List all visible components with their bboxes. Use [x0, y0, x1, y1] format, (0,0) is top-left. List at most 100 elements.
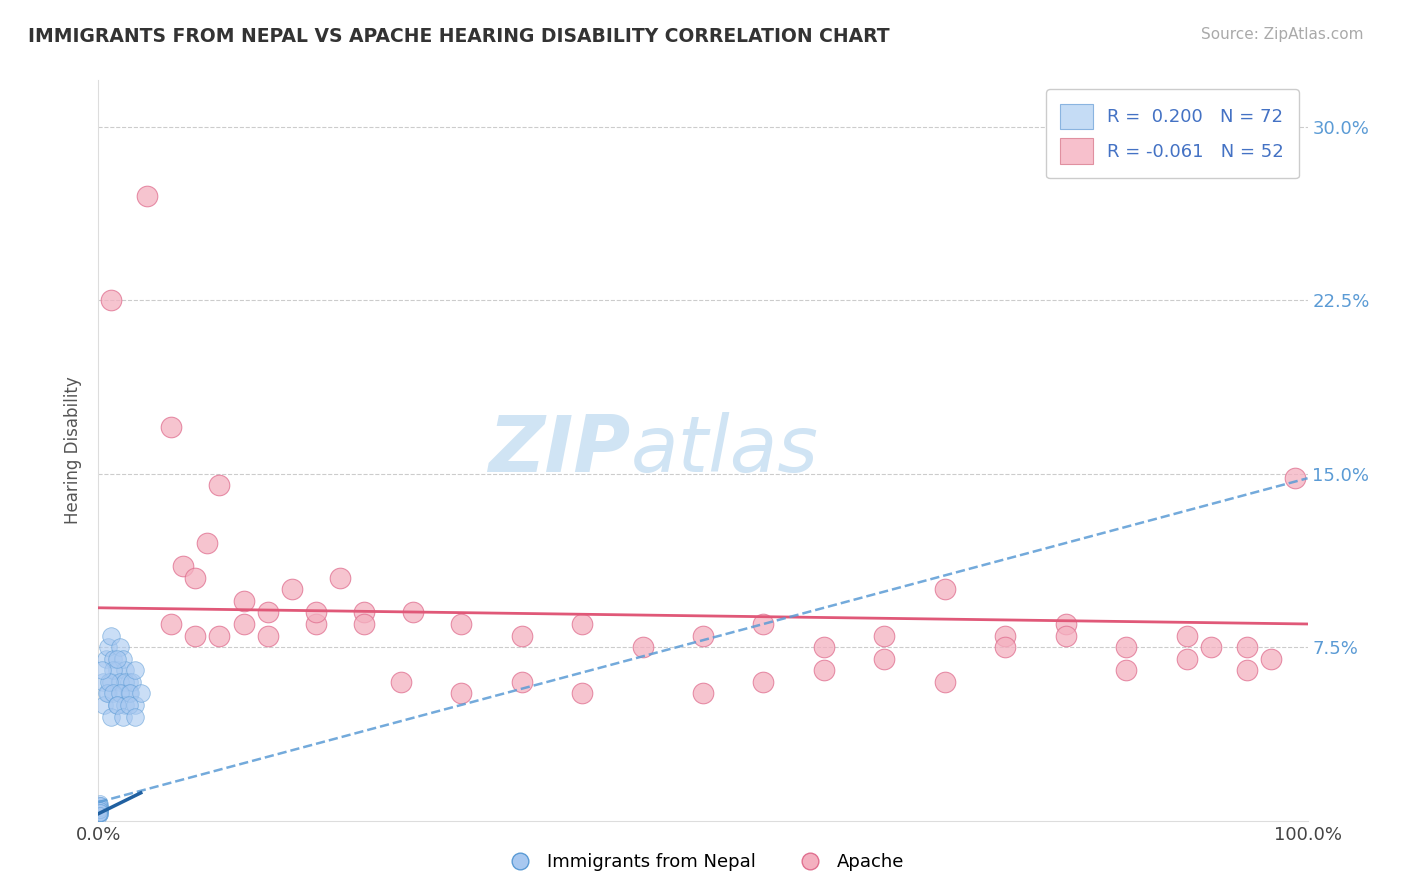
- Point: [118, 698, 141, 712]
- Point: [873, 651, 896, 665]
- Point: [91, 663, 114, 677]
- Point: [232, 617, 254, 632]
- Text: Source: ZipAtlas.com: Source: ZipAtlas.com: [1201, 27, 1364, 42]
- Point: [129, 686, 152, 700]
- Point: [118, 686, 141, 700]
- Point: [934, 582, 956, 597]
- Point: [389, 674, 412, 689]
- Point: [100, 709, 122, 723]
- Point: [108, 674, 131, 689]
- Legend: R =  0.200   N = 72, R = -0.061   N = 52: R = 0.200 N = 72, R = -0.061 N = 52: [1046, 89, 1299, 178]
- Point: [813, 640, 835, 654]
- Point: [90, 805, 112, 819]
- Point: [89, 799, 111, 814]
- Point: [329, 571, 352, 585]
- Point: [89, 805, 111, 819]
- Point: [256, 628, 278, 642]
- Point: [510, 628, 533, 642]
- Point: [89, 795, 111, 809]
- Point: [91, 674, 114, 689]
- Point: [89, 802, 111, 816]
- Point: [873, 628, 896, 642]
- Point: [100, 293, 122, 307]
- Text: ZIP: ZIP: [488, 412, 630, 489]
- Point: [1115, 663, 1137, 677]
- Point: [105, 663, 128, 677]
- Point: [1054, 628, 1077, 642]
- Text: atlas: atlas: [630, 412, 818, 489]
- Point: [1175, 628, 1198, 642]
- Point: [89, 797, 111, 812]
- Point: [1115, 640, 1137, 654]
- Point: [105, 651, 128, 665]
- Point: [208, 628, 231, 642]
- Point: [114, 663, 136, 677]
- Point: [89, 809, 111, 823]
- Point: [510, 674, 533, 689]
- Point: [111, 709, 134, 723]
- Point: [1236, 663, 1258, 677]
- Point: [184, 628, 207, 642]
- Point: [631, 640, 654, 654]
- Point: [108, 686, 131, 700]
- Point: [208, 478, 231, 492]
- Point: [195, 536, 218, 550]
- Point: [98, 674, 121, 689]
- Point: [93, 698, 115, 712]
- Point: [90, 805, 112, 819]
- Point: [90, 802, 112, 816]
- Y-axis label: Hearing Disability: Hearing Disability: [65, 376, 83, 524]
- Point: [89, 806, 111, 821]
- Point: [100, 628, 122, 642]
- Point: [89, 805, 111, 819]
- Point: [100, 674, 122, 689]
- Text: IMMIGRANTS FROM NEPAL VS APACHE HEARING DISABILITY CORRELATION CHART: IMMIGRANTS FROM NEPAL VS APACHE HEARING …: [28, 27, 890, 45]
- Point: [172, 559, 194, 574]
- Point: [994, 640, 1017, 654]
- Point: [256, 606, 278, 620]
- Point: [305, 606, 328, 620]
- Point: [101, 663, 124, 677]
- Point: [1236, 640, 1258, 654]
- Point: [90, 799, 112, 814]
- Point: [752, 674, 775, 689]
- Point: [90, 802, 112, 816]
- Point: [124, 663, 146, 677]
- Point: [90, 806, 112, 821]
- Point: [89, 802, 111, 816]
- Point: [752, 617, 775, 632]
- Point: [94, 651, 117, 665]
- Point: [89, 805, 111, 819]
- Point: [232, 594, 254, 608]
- Point: [1199, 640, 1222, 654]
- Point: [994, 628, 1017, 642]
- Point: [108, 640, 131, 654]
- Point: [118, 686, 141, 700]
- Point: [934, 674, 956, 689]
- Point: [305, 617, 328, 632]
- Point: [89, 805, 111, 819]
- Point: [89, 805, 111, 819]
- Point: [89, 802, 111, 816]
- Point: [160, 617, 183, 632]
- Point: [281, 582, 304, 597]
- Point: [90, 805, 112, 819]
- Point: [114, 674, 136, 689]
- Point: [111, 686, 134, 700]
- Point: [89, 799, 111, 814]
- Point: [89, 805, 111, 819]
- Point: [402, 606, 425, 620]
- Point: [160, 420, 183, 434]
- Point: [90, 799, 112, 814]
- Point: [571, 617, 593, 632]
- Point: [124, 709, 146, 723]
- Point: [450, 617, 472, 632]
- Point: [353, 606, 375, 620]
- Point: [90, 806, 112, 821]
- Point: [90, 802, 112, 816]
- Legend: Immigrants from Nepal, Apache: Immigrants from Nepal, Apache: [495, 847, 911, 879]
- Point: [89, 806, 111, 821]
- Point: [121, 674, 143, 689]
- Point: [135, 189, 157, 203]
- Point: [1260, 651, 1282, 665]
